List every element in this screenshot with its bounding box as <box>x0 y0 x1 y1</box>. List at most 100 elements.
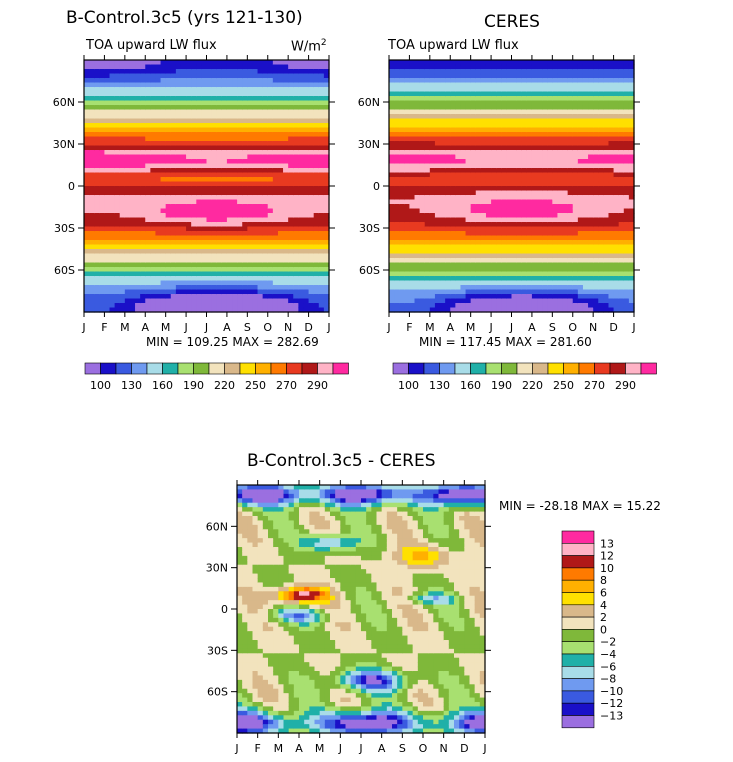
heat-cell <box>434 298 441 304</box>
heat-cell <box>119 136 126 142</box>
heat-cell <box>318 249 325 255</box>
heat-cell <box>562 276 569 282</box>
heat-cell <box>588 123 594 129</box>
heat-cell <box>140 204 146 210</box>
heat-cell <box>419 69 426 75</box>
heat-cell <box>389 127 395 133</box>
heat-cell <box>424 217 431 223</box>
heat-cell <box>237 235 243 241</box>
model-units-label: W/m2 <box>291 38 327 54</box>
heat-cell <box>84 280 90 286</box>
heat-cell <box>104 69 111 75</box>
heat-cell <box>389 208 395 214</box>
heat-cell <box>211 109 218 115</box>
heat-cell <box>394 105 400 111</box>
heat-cell <box>313 267 320 273</box>
heat-cell <box>313 154 320 160</box>
heat-cell <box>582 100 589 106</box>
heat-cell <box>547 280 553 286</box>
heat-cell <box>313 136 320 142</box>
heat-cell <box>226 186 233 192</box>
heat-cell <box>313 177 320 183</box>
heat-cell <box>537 114 543 120</box>
heat-cell <box>480 280 487 286</box>
heat-cell <box>257 204 264 210</box>
heat-cell <box>155 285 162 291</box>
heat-cell <box>567 96 574 102</box>
heat-cell <box>99 159 106 165</box>
heat-cell <box>252 276 259 282</box>
heat-cell <box>262 60 269 66</box>
heat-cell <box>455 123 462 129</box>
heat-cell <box>211 208 218 214</box>
heat-cell <box>237 294 243 300</box>
heat-cell <box>145 78 151 84</box>
heat-cell <box>496 91 502 97</box>
heat-cell <box>170 141 177 147</box>
heat-cell <box>175 145 182 151</box>
heat-cell <box>460 289 467 295</box>
heat-cell <box>277 213 284 219</box>
heat-cell <box>465 222 472 228</box>
heat-cell <box>424 181 431 187</box>
heat-cell <box>155 213 162 219</box>
heat-cell <box>445 109 451 115</box>
heat-cell <box>491 280 497 286</box>
heat-cell <box>216 64 223 70</box>
heat-cell <box>140 181 146 187</box>
heat-cell <box>145 136 151 142</box>
y-tick-label: 30S <box>54 222 75 235</box>
heat-cell <box>434 60 441 66</box>
heat-cell <box>89 82 95 88</box>
heat-cell <box>588 199 594 205</box>
heat-cell <box>119 177 126 183</box>
heat-cell <box>124 231 131 237</box>
heat-cell <box>216 60 223 66</box>
heat-cell <box>180 298 187 304</box>
heat-cell <box>257 114 264 120</box>
heat-cell <box>114 186 121 192</box>
heat-cell <box>424 118 431 124</box>
heat-cell <box>552 186 559 192</box>
heat-cell <box>247 298 254 304</box>
heat-cell <box>450 91 456 97</box>
heat-cell <box>206 150 213 156</box>
heat-cell <box>283 199 289 205</box>
heat-cell <box>114 240 121 246</box>
heat-cell <box>237 213 243 219</box>
heat-cell <box>475 213 482 219</box>
heat-cell <box>206 127 213 133</box>
heat-cell <box>221 285 228 291</box>
heat-cell <box>226 78 233 84</box>
heat-cell <box>480 186 487 192</box>
heat-cell <box>257 60 264 66</box>
heat-cell <box>288 127 294 133</box>
heat-cell <box>323 240 330 246</box>
heat-cell <box>145 244 151 250</box>
heat-cell <box>170 258 177 264</box>
heat-cell <box>170 253 177 259</box>
heat-cell <box>465 127 472 133</box>
heat-cell <box>450 168 456 174</box>
heat-cell <box>542 271 548 277</box>
heat-cell <box>206 91 213 97</box>
heat-cell <box>303 262 310 268</box>
heat-cell <box>221 154 228 160</box>
heat-cell <box>150 213 157 219</box>
heat-cell <box>283 123 289 129</box>
heat-cell <box>475 199 482 205</box>
heat-cell <box>267 154 274 160</box>
heat-cell <box>84 114 90 120</box>
heat-cell <box>293 276 299 282</box>
heat-cell <box>445 82 451 88</box>
heat-cell <box>323 249 330 255</box>
heat-cell <box>237 199 243 205</box>
heat-cell <box>567 123 574 129</box>
heat-cell <box>496 235 502 241</box>
heat-cell <box>288 213 294 219</box>
heat-cell <box>491 289 497 295</box>
heat-cell <box>155 258 162 264</box>
heat-cell <box>501 231 507 237</box>
heat-cell <box>475 154 482 160</box>
heat-cell <box>84 150 90 156</box>
